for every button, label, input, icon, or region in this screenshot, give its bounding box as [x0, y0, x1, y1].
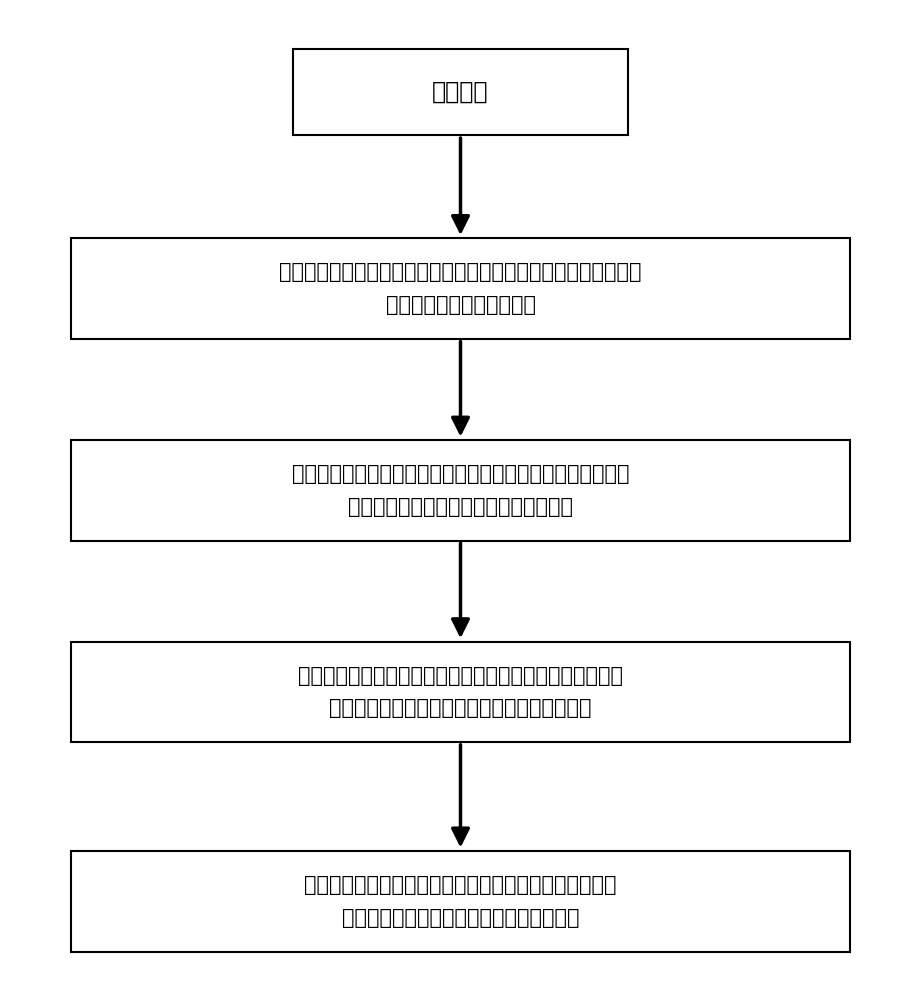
Text: 开启激光打标机开关，进行散斑制作（速度不宜过快），
结束以后擦拭试样表面，完成高温散斑制作: 开启激光打标机开关，进行散斑制作（速度不宜过快）， 结束以后擦拭试样表面，完成高… [304, 875, 617, 928]
Text: 将模拟散斑图导入光纤激光打标机，根据实验条件调整激光打
标机激光束半径、激光输出功率和脉冲数: 将模拟散斑图导入光纤激光打标机，根据实验条件调整激光打 标机激光束半径、激光输出… [292, 464, 629, 517]
Bar [72, 440, 849, 541]
Text: 将试样放到激光打标机相应位置，通过调整打标机激光光源
上下位置，确保激光能量最大限度打到试样表面: 将试样放到激光打标机相应位置，通过调整打标机激光光源 上下位置，确保激光能量最大… [298, 666, 623, 718]
Text: 确定理想散斑大小、散斑密度，然后在散斑生成软件中设置相应参
数，生成理想的模拟散斑图: 确定理想散斑大小、散斑密度，然后在散斑生成软件中设置相应参 数，生成理想的模拟散… [279, 262, 642, 315]
Bar [72, 851, 849, 952]
Bar [72, 642, 849, 742]
Bar [72, 238, 849, 339]
Bar [293, 49, 628, 135]
Text: 试样准备: 试样准备 [432, 80, 489, 104]
